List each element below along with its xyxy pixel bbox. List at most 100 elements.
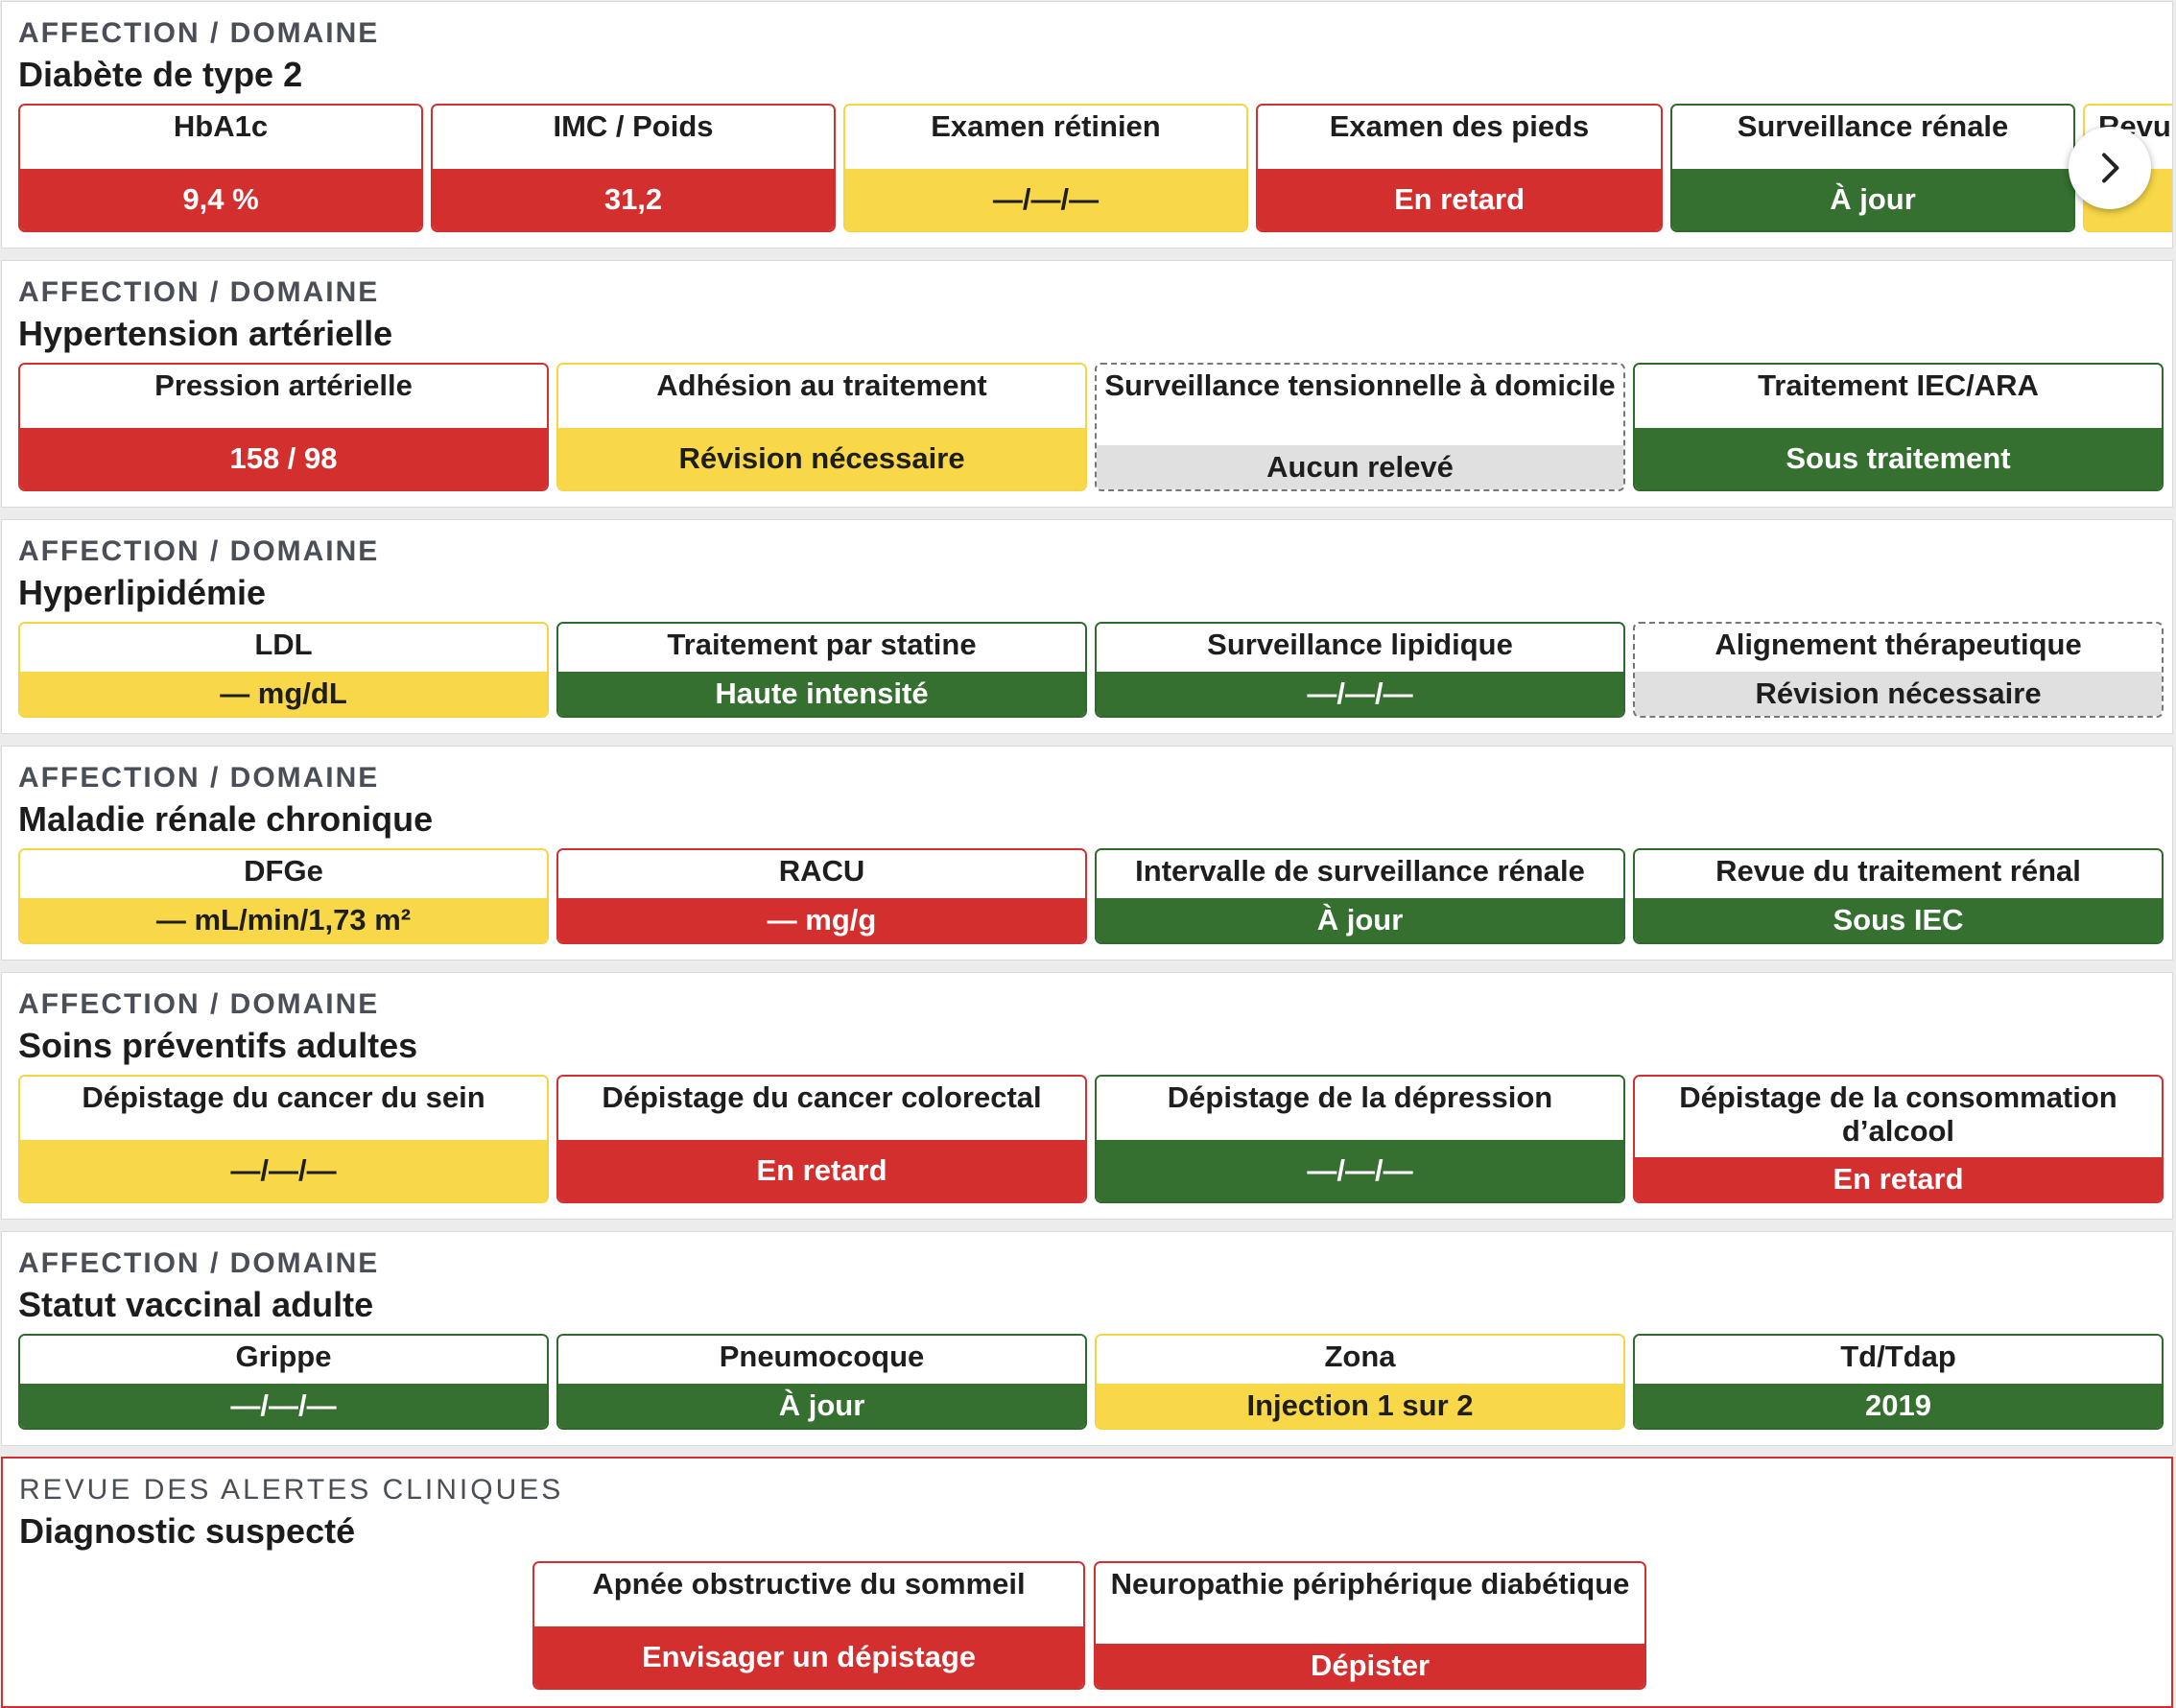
section-title: Diabète de type 2 bbox=[18, 55, 303, 94]
tile-name: Dépistage du cancer du sein bbox=[20, 1077, 547, 1140]
tile-diabetic-peripheral-neuropathy[interactable]: Neuropathie périphérique diabétique Dépi… bbox=[1094, 1561, 1646, 1690]
tile-name: LDL bbox=[20, 624, 547, 672]
section-hypertension: AFFECTION / DOMAINE Hypertension artérie… bbox=[1, 260, 2173, 508]
tile-status: 31,2 bbox=[433, 169, 834, 230]
tile-pneumococcal[interactable]: Pneumocoque À jour bbox=[556, 1334, 1087, 1430]
tile-name: Alignement thérapeutique bbox=[1635, 624, 2162, 672]
tile-name: IMC / Poids bbox=[433, 106, 834, 169]
tile-status: Injection 1 sur 2 bbox=[1097, 1384, 1623, 1428]
tile-status: — mL/min/1,73 m² bbox=[20, 898, 547, 942]
tile-home-bp-monitoring[interactable]: Surveillance tensionnelle à domicile Auc… bbox=[1095, 363, 1625, 491]
tile-obstructive-sleep-apnea[interactable]: Apnée obstructive du sommeil Envisager u… bbox=[532, 1561, 1085, 1690]
tile-status: 2019 bbox=[1635, 1384, 2162, 1428]
section-label: AFFECTION / DOMAINE bbox=[18, 762, 380, 794]
section-chronic-kidney-disease: AFFECTION / DOMAINE Maladie rénale chron… bbox=[1, 746, 2173, 961]
scroll-next-button[interactable] bbox=[2069, 127, 2151, 209]
section-diabetes: AFFECTION / DOMAINE Diabète de type 2 Hb… bbox=[1, 1, 2173, 249]
tile-name: Grippe bbox=[20, 1336, 547, 1384]
tile-status: En retard bbox=[1635, 1157, 2162, 1201]
tile-name: Examen des pieds bbox=[1258, 106, 1661, 169]
tile-name: Td/Tdap bbox=[1635, 1336, 2162, 1384]
tile-status: Révision nécessaire bbox=[558, 428, 1085, 489]
tile-name: Surveillance rénale bbox=[1672, 106, 2073, 169]
tile-statin-therapy[interactable]: Traitement par statine Haute intensité bbox=[556, 622, 1087, 718]
section-label: AFFECTION / DOMAINE bbox=[18, 1247, 380, 1279]
section-label: AFFECTION / DOMAINE bbox=[18, 988, 380, 1020]
tile-name: Surveillance tensionnelle à domicile bbox=[1097, 365, 1623, 445]
tile-name: Revue du traitement rénal bbox=[1635, 850, 2162, 898]
chevron-right-icon bbox=[2102, 153, 2119, 183]
section-title: Hyperlipidémie bbox=[18, 573, 267, 612]
tile-status: —/—/— bbox=[1097, 1140, 1623, 1201]
tile-status: —/—/— bbox=[845, 169, 1246, 230]
section-title: Diagnostic suspecté bbox=[19, 1511, 356, 1551]
section-hyperlipidemia: AFFECTION / DOMAINE Hyperlipidémie LDL —… bbox=[1, 519, 2173, 734]
tile-td-tdap[interactable]: Td/Tdap 2019 bbox=[1633, 1334, 2164, 1430]
tile-influenza[interactable]: Grippe —/—/— bbox=[18, 1334, 549, 1430]
tile-bmi-weight[interactable]: IMC / Poids 31,2 bbox=[431, 104, 836, 232]
tile-name: Apnée obstructive du sommeil bbox=[534, 1563, 1083, 1626]
tile-breast-cancer-screening[interactable]: Dépistage du cancer du sein —/—/— bbox=[18, 1075, 549, 1203]
tile-name: Traitement par statine bbox=[558, 624, 1085, 672]
tile-name: Dépistage du cancer colorectal bbox=[558, 1077, 1085, 1140]
tile-ldl[interactable]: LDL — mg/dL bbox=[18, 622, 549, 718]
tile-name: Dépistage de la dépression bbox=[1097, 1077, 1623, 1140]
tile-status: À jour bbox=[1672, 169, 2073, 230]
section-adult-preventive-care: AFFECTION / DOMAINE Soins préventifs adu… bbox=[1, 972, 2173, 1220]
section-label: AFFECTION / DOMAINE bbox=[18, 17, 380, 49]
tile-renal-treatment-review[interactable]: Revue du traitement rénal Sous IEC bbox=[1633, 848, 2164, 944]
tile-retinal-exam[interactable]: Examen rétinien —/—/— bbox=[843, 104, 1248, 232]
tile-status: Haute intensité bbox=[558, 672, 1085, 716]
tile-shingles[interactable]: Zona Injection 1 sur 2 bbox=[1095, 1334, 1625, 1430]
tile-name: Traitement IEC/ARA bbox=[1635, 365, 2162, 428]
tile-uacr[interactable]: RACU — mg/g bbox=[556, 848, 1087, 944]
tile-renal-monitoring-interval[interactable]: Intervalle de surveillance rénale À jour bbox=[1095, 848, 1625, 944]
tile-colorectal-cancer-screening[interactable]: Dépistage du cancer colorectal En retard bbox=[556, 1075, 1087, 1203]
tile-hba1c[interactable]: HbA1c 9,4 % bbox=[18, 104, 423, 232]
section-clinical-alerts-review: REVUE DES ALERTES CLINIQUES Diagnostic s… bbox=[1, 1457, 2173, 1708]
tile-status: —/—/— bbox=[20, 1140, 547, 1201]
tile-status: 9,4 % bbox=[20, 169, 421, 230]
tile-name: RACU bbox=[558, 850, 1085, 898]
tile-status: Dépister bbox=[1096, 1644, 1644, 1688]
tile-alcohol-use-screening[interactable]: Dépistage de la consommation d’alcool En… bbox=[1633, 1075, 2164, 1203]
tile-name: Zona bbox=[1097, 1336, 1623, 1384]
tile-status: Sous IEC bbox=[1635, 898, 2162, 942]
tile-blood-pressure[interactable]: Pression artérielle 158 / 98 bbox=[18, 363, 549, 491]
tile-renal-monitoring[interactable]: Surveillance rénale À jour bbox=[1670, 104, 2075, 232]
tile-egfr[interactable]: DFGe — mL/min/1,73 m² bbox=[18, 848, 549, 944]
tile-therapeutic-alignment[interactable]: Alignement thérapeutique Révision nécess… bbox=[1633, 622, 2164, 718]
tile-status: Aucun relevé bbox=[1097, 445, 1623, 489]
tile-status: Sous traitement bbox=[1635, 428, 2162, 489]
tile-status: En retard bbox=[558, 1140, 1085, 1201]
tile-name: HbA1c bbox=[20, 106, 421, 169]
tile-status: Envisager un dépistage bbox=[534, 1626, 1083, 1688]
tile-depression-screening[interactable]: Dépistage de la dépression —/—/— bbox=[1095, 1075, 1625, 1203]
section-title: Hypertension artérielle bbox=[18, 314, 393, 353]
tile-name: Pression artérielle bbox=[20, 365, 547, 428]
tile-status: Révision nécessaire bbox=[1635, 672, 2162, 716]
section-label: AFFECTION / DOMAINE bbox=[18, 535, 380, 567]
tile-name: Pneumocoque bbox=[558, 1336, 1085, 1384]
section-label: REVUE DES ALERTES CLINIQUES bbox=[19, 1474, 564, 1506]
tile-name: Examen rétinien bbox=[845, 106, 1246, 169]
tile-status: —/—/— bbox=[1097, 672, 1623, 716]
tile-foot-exam[interactable]: Examen des pieds En retard bbox=[1256, 104, 1663, 232]
section-label: AFFECTION / DOMAINE bbox=[18, 276, 380, 308]
tile-name: DFGe bbox=[20, 850, 547, 898]
tile-status: — mg/dL bbox=[20, 672, 547, 716]
tile-status: — mg/g bbox=[558, 898, 1085, 942]
tile-status: 158 / 98 bbox=[20, 428, 547, 489]
section-adult-immunization-status: AFFECTION / DOMAINE Statut vaccinal adul… bbox=[1, 1231, 2173, 1446]
tile-status: À jour bbox=[558, 1384, 1085, 1428]
tile-lipid-monitoring[interactable]: Surveillance lipidique —/—/— bbox=[1095, 622, 1625, 718]
tile-name: Adhésion au traitement bbox=[558, 365, 1085, 428]
tile-name: Intervalle de surveillance rénale bbox=[1097, 850, 1623, 898]
tile-status: En retard bbox=[1258, 169, 1661, 230]
section-title: Soins préventifs adultes bbox=[18, 1026, 418, 1065]
tile-ace-arb-treatment[interactable]: Traitement IEC/ARA Sous traitement bbox=[1633, 363, 2164, 491]
section-title: Maladie rénale chronique bbox=[18, 799, 434, 839]
section-title: Statut vaccinal adulte bbox=[18, 1285, 374, 1324]
tile-treatment-adherence[interactable]: Adhésion au traitement Révision nécessai… bbox=[556, 363, 1087, 491]
